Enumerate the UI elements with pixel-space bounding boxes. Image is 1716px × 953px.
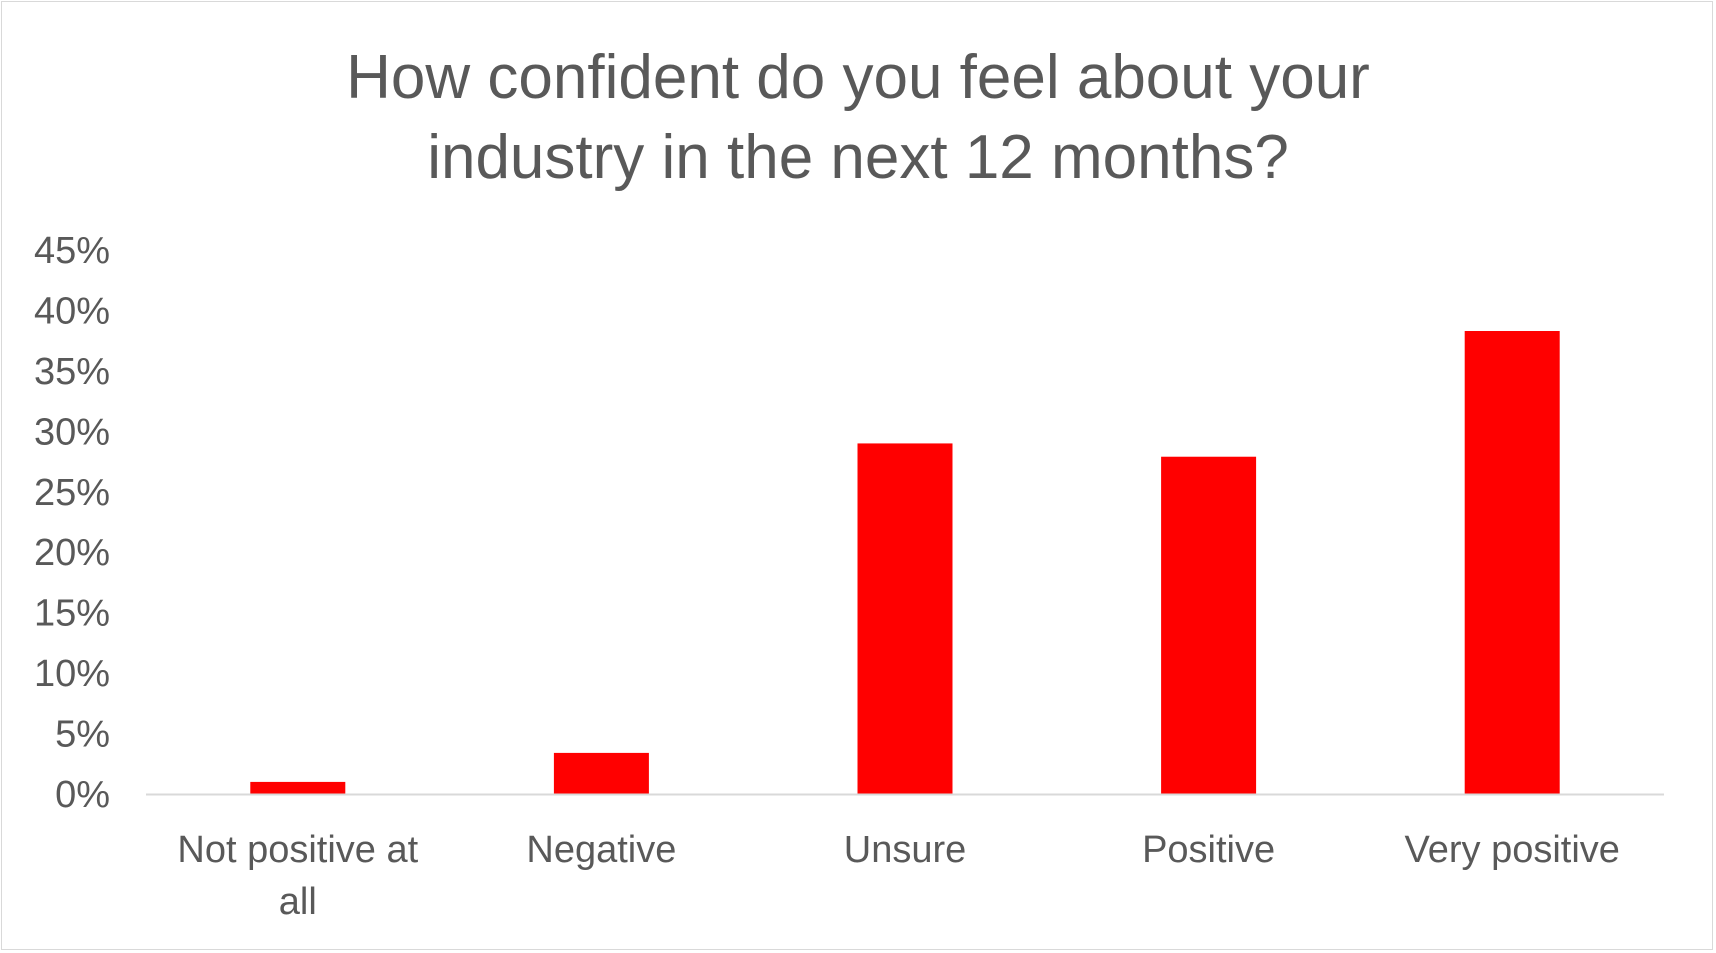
y-tick-label: 0% bbox=[55, 774, 110, 816]
bar bbox=[553, 752, 649, 794]
x-tick-label: Very positive bbox=[1404, 829, 1619, 871]
y-tick-label: 45% bbox=[34, 230, 110, 272]
y-tick-label: 5% bbox=[55, 714, 110, 756]
bar bbox=[250, 781, 346, 794]
y-tick-label: 15% bbox=[34, 593, 110, 635]
x-tick-label: Negative bbox=[526, 829, 676, 871]
chart-title-line-1: How confident do you feel about your bbox=[346, 43, 1370, 112]
bar bbox=[1464, 330, 1560, 794]
bar bbox=[857, 443, 953, 794]
y-axis-ticks: 0% 5% 10% 15% 20% 25% 30% 35% 40% 45% bbox=[34, 230, 110, 816]
y-tick-label: 20% bbox=[34, 532, 110, 574]
x-tick-label: Not positive at all bbox=[177, 829, 418, 923]
x-axis-labels: Not positive at all Negative Unsure Positive… bbox=[177, 829, 1620, 923]
y-tick-label: 25% bbox=[34, 472, 110, 514]
x-tick-label: Unsure bbox=[844, 829, 967, 871]
bar bbox=[1161, 456, 1257, 794]
y-tick-label: 10% bbox=[34, 653, 110, 695]
bars bbox=[250, 330, 1560, 794]
chart-title: How confident do you feel about your ind… bbox=[0, 38, 1716, 198]
x-tick-label: Positive bbox=[1142, 829, 1275, 871]
y-tick-label: 40% bbox=[34, 290, 110, 332]
y-tick-label: 30% bbox=[34, 411, 110, 453]
chart-title-line-2: industry in the next 12 months? bbox=[427, 123, 1289, 192]
y-tick-label: 35% bbox=[34, 351, 110, 393]
